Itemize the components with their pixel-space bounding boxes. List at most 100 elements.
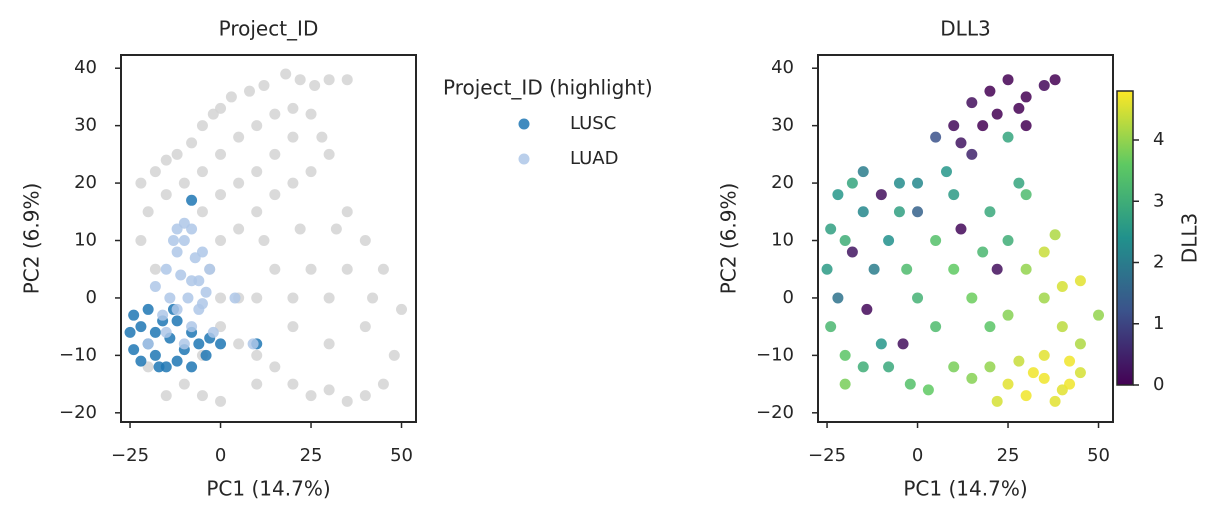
point [135, 177, 147, 189]
point [204, 263, 216, 275]
point [193, 303, 205, 315]
y-tick-label: 30 [771, 115, 794, 136]
point [171, 355, 183, 367]
point [893, 206, 905, 218]
point [930, 131, 942, 143]
point [128, 309, 140, 321]
panel-title: Project_ID [219, 17, 319, 41]
point [1038, 79, 1050, 91]
point [1020, 91, 1032, 103]
legend-title: Project_ID (highlight) [443, 76, 653, 100]
x-tick-label: 50 [390, 445, 413, 466]
point [1002, 378, 1014, 390]
point [233, 223, 245, 235]
point [377, 378, 389, 390]
point [215, 395, 227, 407]
y-tick-label: 0 [86, 287, 97, 308]
point [287, 292, 299, 304]
point [1049, 229, 1061, 241]
point [1020, 120, 1032, 132]
point [912, 177, 924, 189]
point [984, 206, 996, 218]
y-tick-label: −20 [756, 402, 794, 423]
point [215, 292, 227, 304]
point [912, 292, 924, 304]
point [341, 395, 353, 407]
point [377, 263, 389, 275]
x-tick-label: 0 [912, 445, 923, 466]
y-tick-label: −20 [59, 402, 97, 423]
point [966, 372, 978, 384]
point [215, 338, 227, 350]
point [305, 263, 317, 275]
point [857, 166, 869, 178]
point [251, 206, 263, 218]
point [251, 292, 263, 304]
point [388, 349, 400, 361]
point [233, 177, 245, 189]
y-tick-label: 0 [783, 287, 794, 308]
point [258, 79, 270, 91]
point [153, 361, 165, 373]
point [1056, 280, 1068, 292]
point [991, 108, 1003, 120]
point [1049, 74, 1061, 86]
legend-label: LUAD [570, 148, 618, 169]
point [897, 338, 909, 350]
point [955, 223, 967, 235]
point [258, 235, 270, 247]
point [359, 390, 371, 402]
point [1074, 367, 1086, 379]
point [309, 79, 321, 91]
point [875, 189, 887, 201]
point [948, 263, 960, 275]
colorbar-label: DLL3 [1178, 213, 1202, 263]
axes-frame [817, 54, 1114, 423]
point [167, 235, 179, 247]
point [861, 303, 873, 315]
point [149, 326, 161, 338]
point [269, 108, 281, 120]
point [1064, 355, 1076, 367]
point [287, 378, 299, 390]
point [1002, 131, 1014, 143]
point [991, 263, 1003, 275]
point [196, 390, 208, 402]
point [160, 189, 172, 201]
point [846, 177, 858, 189]
point [178, 235, 190, 247]
point [901, 263, 913, 275]
point [912, 206, 924, 218]
point [839, 378, 851, 390]
point [330, 223, 342, 235]
point [966, 97, 978, 109]
point [839, 349, 851, 361]
point [189, 252, 201, 264]
point [142, 303, 154, 315]
point [977, 120, 989, 132]
point [287, 321, 299, 333]
point [1013, 177, 1025, 189]
point [323, 384, 335, 396]
point [868, 263, 880, 275]
point [359, 235, 371, 247]
point [171, 246, 183, 258]
point [269, 361, 281, 373]
x-tick-label: 25 [997, 445, 1020, 466]
legend-marker [518, 153, 530, 165]
point [1020, 390, 1032, 402]
point [160, 154, 172, 166]
x-axis-label: PC1 (14.7%) [903, 477, 1027, 501]
x-tick-label: 50 [1087, 445, 1110, 466]
point [832, 189, 844, 201]
colorbar [1116, 90, 1134, 386]
point [948, 361, 960, 373]
point [984, 361, 996, 373]
point [233, 338, 245, 350]
y-tick-label: 10 [771, 230, 794, 251]
point [1038, 372, 1050, 384]
point [341, 74, 353, 86]
x-tick-label: −25 [808, 445, 846, 466]
y-tick-label: −10 [59, 344, 97, 365]
